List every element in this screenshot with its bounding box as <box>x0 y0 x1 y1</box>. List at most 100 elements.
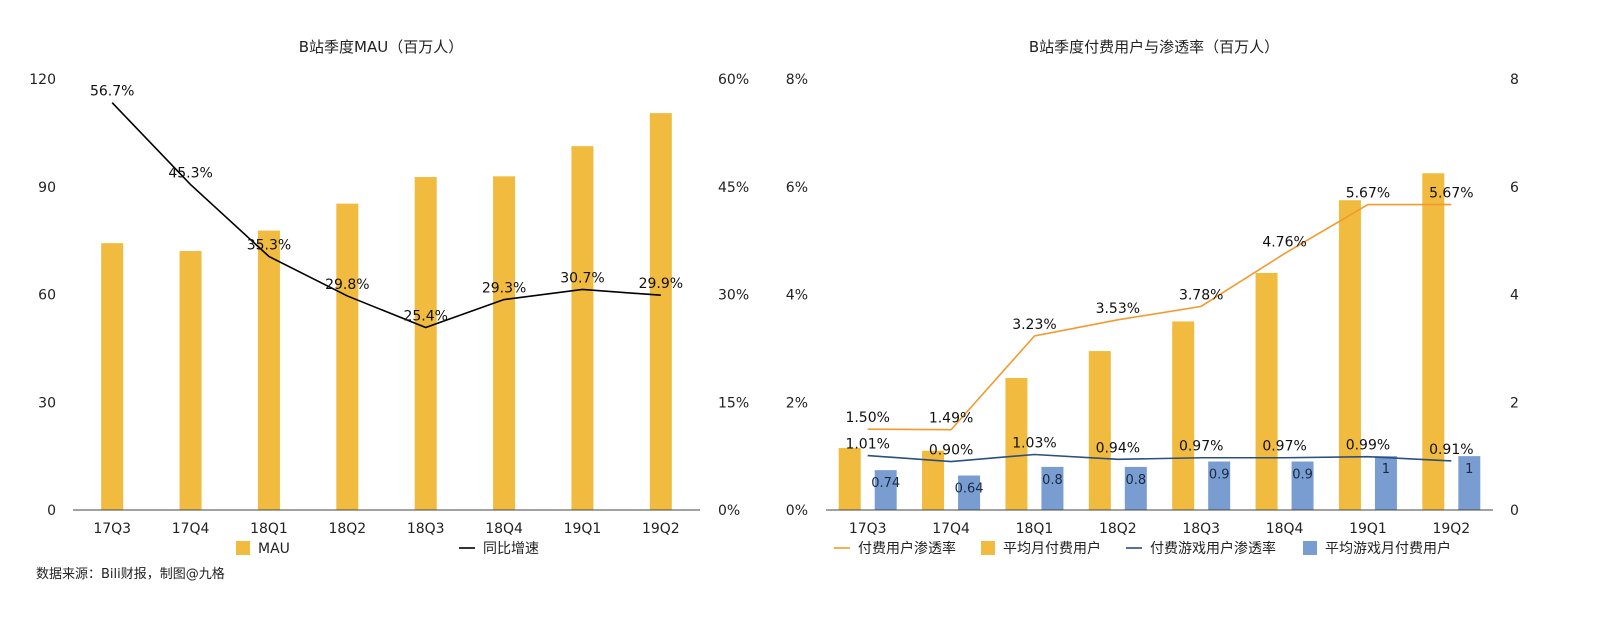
chart2-bar-game-paying <box>1374 456 1397 510</box>
chart1-left-tick: 0 <box>47 503 56 519</box>
chart2-left-tick: 0% <box>786 503 808 519</box>
chart2-right-tick: 0 <box>1510 503 1519 519</box>
chart2-x-tick: 18Q4 <box>1266 521 1304 537</box>
chart2-legend-swatch-game-paying <box>1303 541 1317 555</box>
chart2-x-tick: 19Q1 <box>1349 521 1387 537</box>
chart2-x-tick: 17Q4 <box>932 521 970 537</box>
chart2-game-rate-label: 0.91% <box>1429 442 1473 458</box>
chart1-yoy-label: 45.3% <box>168 166 212 182</box>
chart2-left-tick: 8% <box>786 72 808 88</box>
chart2-legend-pay-rate: 付费用户渗透率 <box>858 540 956 557</box>
chart2-bar-paying <box>1005 378 1028 510</box>
chart1-yoy-label: 30.7% <box>560 270 604 286</box>
chart1-x-tick: 18Q4 <box>485 521 523 537</box>
chart2-game-bar-label: 1 <box>1382 462 1390 477</box>
chart1-bar-mau <box>571 146 594 510</box>
chart1-legend-yoy: 同比增速 <box>483 541 539 557</box>
chart1-x-tick: 17Q3 <box>93 521 131 537</box>
chart1-line-yoy <box>111 102 661 329</box>
chart2-bar-paying <box>838 448 861 510</box>
chart2-pay-rate-label: 4.76% <box>1262 235 1306 251</box>
chart2-pay-rate-label: 1.50% <box>845 410 889 426</box>
chart2-x-tick: 18Q3 <box>1182 521 1220 537</box>
chart1-title: B站季度MAU（百万人） <box>299 38 463 56</box>
chart1-x-tick: 19Q2 <box>642 521 680 537</box>
chart1-legend-swatch-mau <box>236 541 250 555</box>
chart2-legend-game-paying: 平均游戏月付费用户 <box>1325 540 1451 557</box>
chart1-left-tick: 120 <box>29 72 56 88</box>
chart1-left-tick: 90 <box>38 180 56 196</box>
chart2-pay-rate-label: 3.78% <box>1179 287 1223 303</box>
chart1-legend-mau: MAU <box>258 541 290 557</box>
chart2-bar-game-paying <box>1041 466 1064 510</box>
chart2-game-bar-label: 1 <box>1465 462 1473 477</box>
chart1-right-tick: 0% <box>718 503 740 519</box>
chart1-x-tick: 17Q4 <box>172 521 210 537</box>
chart1-yoy-label: 25.4% <box>403 309 447 325</box>
chart1-bar-mau <box>101 243 124 510</box>
chart1-yoy-label: 29.8% <box>325 277 369 293</box>
chart2-right-tick: 4 <box>1510 288 1519 304</box>
chart2-bar-game-paying <box>1458 456 1481 510</box>
chart1-bar-mau <box>493 176 516 510</box>
chart1-bar-mau <box>257 230 280 510</box>
chart1-left-tick: 30 <box>38 395 56 411</box>
chart2-legend-game-rate: 付费游戏用户渗透率 <box>1150 540 1276 557</box>
chart2-game-bar-label: 0.74 <box>871 476 900 491</box>
chart2-x-tick: 17Q3 <box>849 521 887 537</box>
chart1-x-tick: 19Q1 <box>564 521 602 537</box>
chart1-yoy-label: 35.3% <box>247 237 291 253</box>
chart2-right-tick: 2 <box>1510 395 1519 411</box>
chart1-yoy-label: 56.7% <box>90 84 134 100</box>
chart2-game-rate-label: 0.97% <box>1262 439 1306 455</box>
chart2-game-bar-label: 0.9 <box>1209 468 1230 483</box>
chart2-legend-paying: 平均月付费用户 <box>1003 540 1101 557</box>
chart1-bar-mau <box>414 177 437 511</box>
chart2-bar-game-paying <box>1291 461 1314 510</box>
chart1-x-tick: 18Q2 <box>328 521 366 537</box>
chart2-game-bar-label: 0.8 <box>1042 473 1063 488</box>
chart1-yoy-label: 29.9% <box>639 276 683 292</box>
chart1-right-tick: 15% <box>718 395 749 411</box>
chart2-game-bar-label: 0.9 <box>1292 468 1313 483</box>
chart1-right-tick: 60% <box>718 72 749 88</box>
source-note: 数据来源：Bili财报，制图@九格 <box>36 567 225 582</box>
chart2-line-game-rate <box>867 453 1452 463</box>
chart1-bar-mau <box>649 113 672 510</box>
chart2-pay-rate-label: 5.67% <box>1346 186 1390 202</box>
chart2-pay-rate-label: 5.67% <box>1429 186 1473 202</box>
chart2-game-rate-label: 1.01% <box>845 437 889 453</box>
chart2-x-tick: 18Q2 <box>1099 521 1137 537</box>
chart2-game-rate-label: 0.99% <box>1346 438 1390 454</box>
chart2-title: B站季度付费用户与渗透率（百万人） <box>1029 38 1279 56</box>
chart2-bar-paying <box>1422 173 1445 510</box>
chart2-legend-swatch-paying <box>981 541 995 555</box>
chart2-game-bar-label: 0.8 <box>1125 473 1146 488</box>
chart2-game-rate-label: 1.03% <box>1012 436 1056 452</box>
chart2-right-tick: 8 <box>1510 72 1519 88</box>
chart1-x-tick: 18Q1 <box>250 521 288 537</box>
chart2-bar-game-paying <box>958 475 981 510</box>
chart2-left-tick: 2% <box>786 395 808 411</box>
chart2-bar-paying <box>1088 351 1111 510</box>
chart2-game-rate-label: 0.94% <box>1096 440 1140 456</box>
chart1-left-tick: 60 <box>38 288 56 304</box>
chart2-x-tick: 19Q2 <box>1432 521 1470 537</box>
chart2-bar-paying <box>922 450 945 510</box>
chart2-game-bar-label: 0.64 <box>955 482 984 497</box>
chart2-bar-paying <box>1172 321 1195 510</box>
chart2-line-pay-rate <box>867 203 1452 431</box>
chart2-left-tick: 6% <box>786 180 808 196</box>
chart2-bar-paying <box>1338 200 1361 510</box>
chart2-game-rate-label: 0.90% <box>929 443 973 459</box>
chart1-right-tick: 45% <box>718 180 749 196</box>
chart2-pay-rate-label: 3.53% <box>1096 301 1140 317</box>
chart1-bar-mau <box>179 251 202 510</box>
chart1-x-tick: 18Q3 <box>407 521 445 537</box>
chart2-left-tick: 4% <box>786 288 808 304</box>
chart1-yoy-label: 29.3% <box>482 281 526 297</box>
chart2-pay-rate-label: 1.49% <box>929 411 973 427</box>
chart2-right-tick: 6 <box>1510 180 1519 196</box>
chart2-pay-rate-label: 3.23% <box>1012 317 1056 333</box>
